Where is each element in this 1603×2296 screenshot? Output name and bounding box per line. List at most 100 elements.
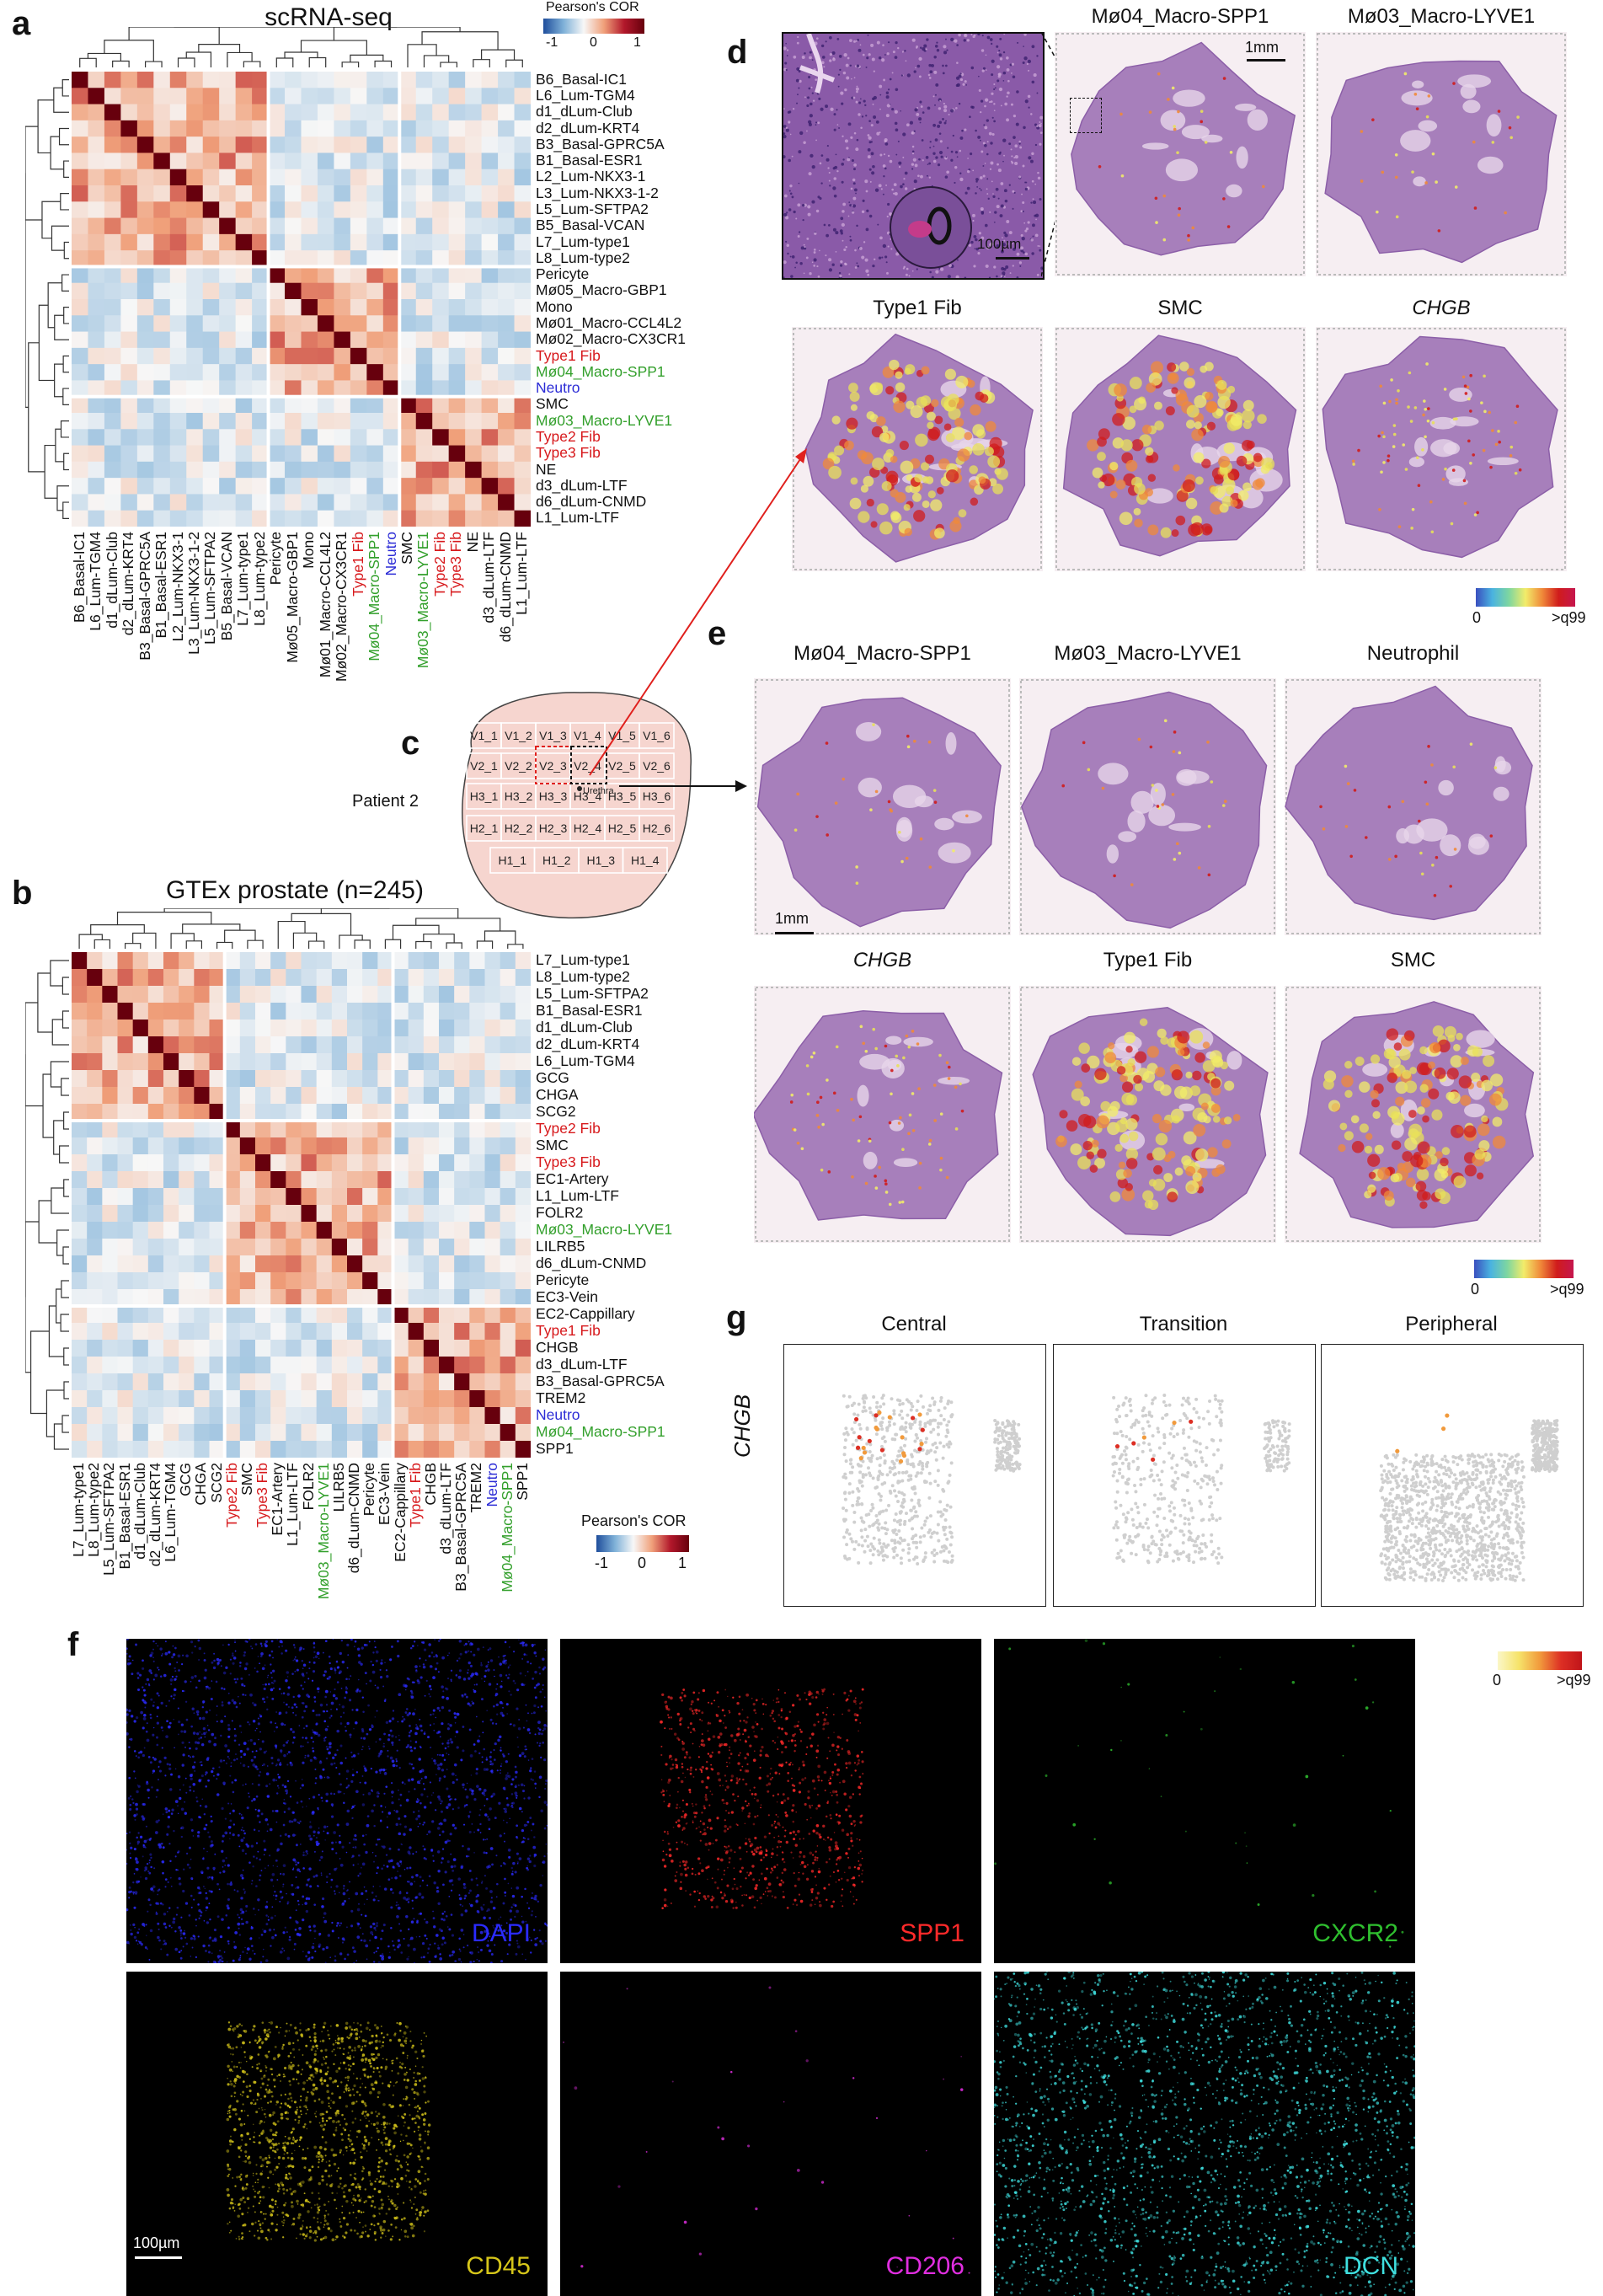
heatmap-cell: [269, 364, 286, 381]
heatmap-cell: [409, 1104, 425, 1121]
umap-cell: [915, 1546, 918, 1549]
nucleus-dot: [879, 154, 882, 157]
heatmap-cell: [347, 1407, 363, 1425]
heatmap-cell: [377, 1104, 393, 1121]
heatmap-cell: [454, 1205, 470, 1223]
umap-cell: [851, 1465, 854, 1469]
nucleus-dot: [985, 163, 986, 164]
heatmap-cell: [194, 1121, 210, 1138]
dendrogram-branch: [355, 940, 370, 949]
umap-cell: [1281, 1453, 1285, 1457]
umap-cell: [1200, 1518, 1204, 1522]
heatmap-cell: [465, 201, 482, 218]
dendrogram-branch: [55, 315, 69, 340]
heatmap-cell: [454, 1424, 470, 1442]
heatmap-cell: [153, 120, 170, 137]
heatmap-cell: [252, 169, 269, 186]
heatmap-cell: [383, 397, 400, 414]
umap-cell: [1424, 1482, 1427, 1485]
heatmap-cell: [515, 462, 531, 479]
umap-cell: [1203, 1557, 1206, 1560]
heatmap-cell: [302, 1239, 318, 1256]
heatmap-cell: [350, 185, 367, 202]
d-tissue-image: [1055, 32, 1306, 276]
dendrogram-branch: [243, 62, 259, 67]
nucleus-dot: [842, 181, 844, 184]
nucleus-dot: [790, 256, 792, 258]
umap-cell: [997, 1455, 1000, 1458]
heatmap-cell: [377, 1441, 393, 1458]
heatmap-cell: [203, 136, 220, 153]
nucleus-dot: [945, 39, 947, 40]
umap-cell: [913, 1439, 916, 1442]
heatmap-cell: [240, 1441, 256, 1458]
heatmap-cell: [318, 88, 334, 104]
nucleus-dot: [986, 265, 989, 268]
nucleus-dot: [914, 108, 917, 111]
nucleus-dot: [1023, 211, 1024, 212]
umap-cell: [908, 1518, 911, 1522]
heatmap-cell: [377, 1222, 393, 1239]
heatmap-cell: [500, 1441, 516, 1458]
umap-cell: [1405, 1494, 1408, 1497]
heatmap-cell: [104, 511, 121, 527]
heatmap-cell: [416, 462, 433, 479]
heatmap-cell: [87, 1222, 103, 1239]
e-colorbar-min: 0: [1471, 1281, 1479, 1298]
nucleus-dot: [843, 249, 846, 251]
nucleus-dot: [821, 45, 824, 47]
heatmap-cell: [366, 234, 383, 251]
umap-cell: [1122, 1402, 1125, 1405]
nucleus-dot: [902, 51, 904, 52]
heatmap-cell: [498, 446, 515, 463]
heatmap-cell: [498, 380, 515, 397]
nucleus-dot: [783, 155, 786, 158]
heatmap-cell: [104, 218, 121, 235]
heatmap-row-label: Type1 Fib: [536, 1324, 601, 1339]
umap-cell: [1188, 1559, 1191, 1562]
nucleus-dot: [868, 35, 869, 36]
umap-cell: [937, 1510, 940, 1513]
heatmap-cell: [102, 1020, 118, 1037]
heatmap-cell: [432, 185, 449, 202]
umap-cell: [882, 1402, 885, 1405]
nucleus-dot: [946, 170, 949, 174]
heatmap-cell: [186, 234, 203, 251]
heatmap-cell: [516, 1036, 531, 1054]
nucleus-dot: [898, 141, 900, 142]
nucleus-dot: [852, 179, 856, 182]
nucleus-dot: [929, 70, 932, 73]
nucleus-dot: [972, 220, 974, 222]
heatmap-cell: [236, 234, 253, 251]
heatmap-cell: [270, 986, 286, 1003]
heatmap-cell: [432, 283, 449, 300]
heatmap-cell: [350, 234, 367, 251]
heatmap-row-label: Pericyte: [536, 267, 589, 282]
umap-cell: [950, 1413, 954, 1416]
umap-cell: [862, 1473, 865, 1476]
heatmap-cell: [286, 986, 302, 1003]
heatmap-cell: [186, 104, 203, 121]
nucleus-dot: [1015, 155, 1018, 158]
nucleus-dot: [847, 158, 850, 161]
nucleus-dot: [852, 197, 856, 201]
heatmap-cell: [194, 1289, 210, 1307]
heatmap-cell: [179, 1323, 195, 1341]
umap-cell: [913, 1485, 916, 1489]
heatmap-cell: [118, 1087, 134, 1105]
umap-cell: [1459, 1537, 1462, 1540]
umap-cell: [893, 1489, 896, 1492]
umap-cell: [1170, 1426, 1173, 1430]
heatmap-cell: [449, 153, 466, 169]
nucleus-dot: [783, 213, 787, 217]
umap-cell: [1005, 1446, 1008, 1449]
umap-cell: [1014, 1448, 1018, 1451]
heatmap-cell: [449, 429, 466, 446]
heatmap-cell: [318, 266, 334, 283]
nucleus-dot: [1036, 126, 1038, 127]
heatmap-cell: [393, 1390, 409, 1408]
heatmap-cell: [133, 1222, 149, 1239]
umap-cell: [931, 1532, 934, 1535]
nucleus-dot: [932, 124, 936, 127]
heatmap-cell: [286, 1070, 302, 1088]
